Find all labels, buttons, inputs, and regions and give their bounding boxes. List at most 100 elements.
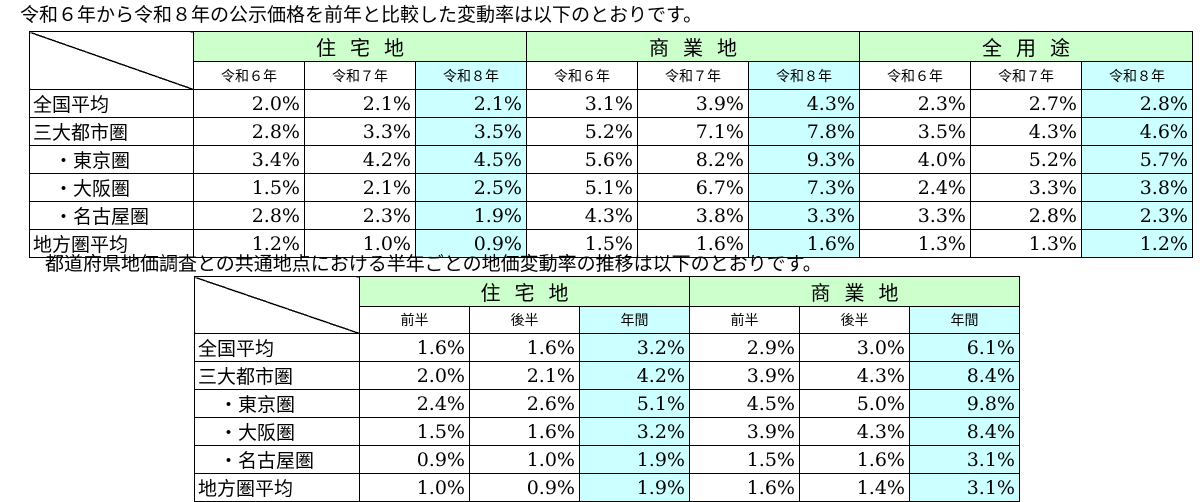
value-cell: 2.0%: [359, 361, 470, 390]
value-cell: 5.0%: [799, 389, 910, 418]
row-label: ・東京圏: [29, 145, 194, 174]
period-header: 前半: [689, 306, 800, 334]
value-cell: 2.4%: [359, 389, 470, 418]
value-cell: 1.6%: [799, 445, 910, 474]
table-row: ・名古屋圏 0.9% 1.0% 1.9% 1.5% 1.6% 3.1%: [194, 445, 1020, 474]
value-cell: 3.0%: [799, 333, 910, 362]
table-row: 三大都市圏 2.8% 3.3% 3.5% 5.2% 7.1% 7.8% 3.5% 4.3% 4.6…: [29, 117, 1193, 146]
row-label: 三大都市圏: [194, 361, 360, 390]
value-cell: 4.6%: [1081, 117, 1193, 146]
value-cell: 4.0%: [859, 145, 971, 174]
value-cell: 3.8%: [637, 201, 749, 230]
value-cell: 4.3%: [748, 89, 860, 118]
value-cell: 2.3%: [304, 201, 416, 230]
table-row: ・大阪圏 1.5% 1.6% 3.2% 3.9% 4.3% 8.4%: [194, 417, 1020, 446]
value-cell: 2.7%: [970, 89, 1082, 118]
value-cell: 5.7%: [1081, 145, 1193, 174]
value-cell: 1.6%: [469, 333, 580, 362]
value-cell: 4.3%: [526, 201, 638, 230]
value-cell: 9.8%: [909, 389, 1020, 418]
value-cell: 8.2%: [637, 145, 749, 174]
value-cell: 1.0%: [469, 445, 580, 474]
period-header: 前半: [359, 306, 470, 334]
row-label: 全国平均: [29, 89, 194, 118]
row-label: ・大阪圏: [194, 417, 360, 446]
value-cell: 6.1%: [909, 333, 1020, 362]
value-cell: 1.5%: [193, 173, 305, 202]
value-cell: 1.6%: [359, 333, 470, 362]
value-cell: 3.4%: [193, 145, 305, 174]
value-cell: 2.8%: [193, 201, 305, 230]
value-cell: 7.8%: [748, 117, 860, 146]
value-cell: 2.1%: [304, 173, 416, 202]
value-cell: 2.3%: [859, 89, 971, 118]
period-header: 令和６年: [526, 61, 638, 90]
group-header-commercial: 商業地: [526, 31, 860, 62]
row-label: ・東京圏: [194, 389, 360, 418]
value-cell: 5.1%: [579, 389, 690, 418]
period-header: 令和８年: [1081, 61, 1193, 90]
period-header: 後半: [799, 306, 910, 334]
row-label: 全国平均: [194, 333, 360, 362]
row-label: ・名古屋圏: [29, 201, 194, 230]
value-cell: 3.1%: [526, 89, 638, 118]
period-header: 年間: [909, 306, 1020, 334]
intro-text-1: 令和６年から令和８年の公示価格を前年と比較した変動率は以下のとおりです。: [20, 4, 703, 26]
period-header: 後半: [469, 306, 580, 334]
corner-cell: [29, 31, 194, 90]
row-label: 地方圏平均: [194, 473, 360, 502]
value-cell: 5.1%: [526, 173, 638, 202]
period-header: 令和７年: [304, 61, 416, 90]
value-cell: 1.6%: [637, 229, 749, 258]
value-cell: 2.9%: [689, 333, 800, 362]
value-cell: 1.3%: [970, 229, 1082, 258]
period-header: 令和８年: [748, 61, 860, 90]
value-cell: 5.6%: [526, 145, 638, 174]
value-cell: 7.3%: [748, 173, 860, 202]
value-cell: 2.6%: [469, 389, 580, 418]
value-cell: 0.9%: [359, 445, 470, 474]
period-header: 年間: [579, 306, 690, 334]
table-row: 全国平均 1.6% 1.6% 3.2% 2.9% 3.0% 6.1%: [194, 333, 1020, 362]
value-cell: 5.2%: [970, 145, 1082, 174]
value-cell: 8.4%: [909, 361, 1020, 390]
value-cell: 0.9%: [415, 229, 527, 258]
value-cell: 3.2%: [579, 417, 690, 446]
value-cell: 3.5%: [859, 117, 971, 146]
value-cell: 4.5%: [415, 145, 527, 174]
value-cell: 2.1%: [415, 89, 527, 118]
period-header: 令和８年: [415, 61, 527, 90]
value-cell: 1.3%: [859, 229, 971, 258]
value-cell: 4.3%: [799, 361, 910, 390]
value-cell: 3.5%: [415, 117, 527, 146]
value-cell: 2.8%: [193, 117, 305, 146]
period-header: 令和７年: [637, 61, 749, 90]
value-cell: 6.7%: [637, 173, 749, 202]
value-cell: 1.5%: [526, 229, 638, 258]
value-cell: 7.1%: [637, 117, 749, 146]
value-cell: 3.9%: [689, 417, 800, 446]
value-cell: 2.8%: [970, 201, 1082, 230]
value-cell: 1.9%: [579, 473, 690, 502]
table-row: ・大阪圏 1.5% 2.1% 2.5% 5.1% 6.7% 7.3% 2.4% 3.3% 3.8%: [29, 173, 1193, 202]
value-cell: 0.9%: [469, 473, 580, 502]
value-cell: 4.3%: [799, 417, 910, 446]
value-cell: 3.1%: [909, 445, 1020, 474]
value-cell: 3.1%: [909, 473, 1020, 502]
value-cell: 4.5%: [689, 389, 800, 418]
value-cell: 2.1%: [469, 361, 580, 390]
value-cell: 2.4%: [859, 173, 971, 202]
value-cell: 4.3%: [970, 117, 1082, 146]
value-cell: 1.5%: [359, 417, 470, 446]
value-cell: 3.2%: [579, 333, 690, 362]
value-cell: 1.2%: [1081, 229, 1193, 258]
value-cell: 1.0%: [359, 473, 470, 502]
value-cell: 1.6%: [748, 229, 860, 258]
value-cell: 1.9%: [415, 201, 527, 230]
value-cell: 1.9%: [579, 445, 690, 474]
value-cell: 3.9%: [689, 361, 800, 390]
period-header: 令和６年: [859, 61, 971, 90]
period-header: 令和７年: [970, 61, 1082, 90]
group-header-residential: 住宅地: [193, 31, 527, 62]
value-cell: 1.4%: [799, 473, 910, 502]
